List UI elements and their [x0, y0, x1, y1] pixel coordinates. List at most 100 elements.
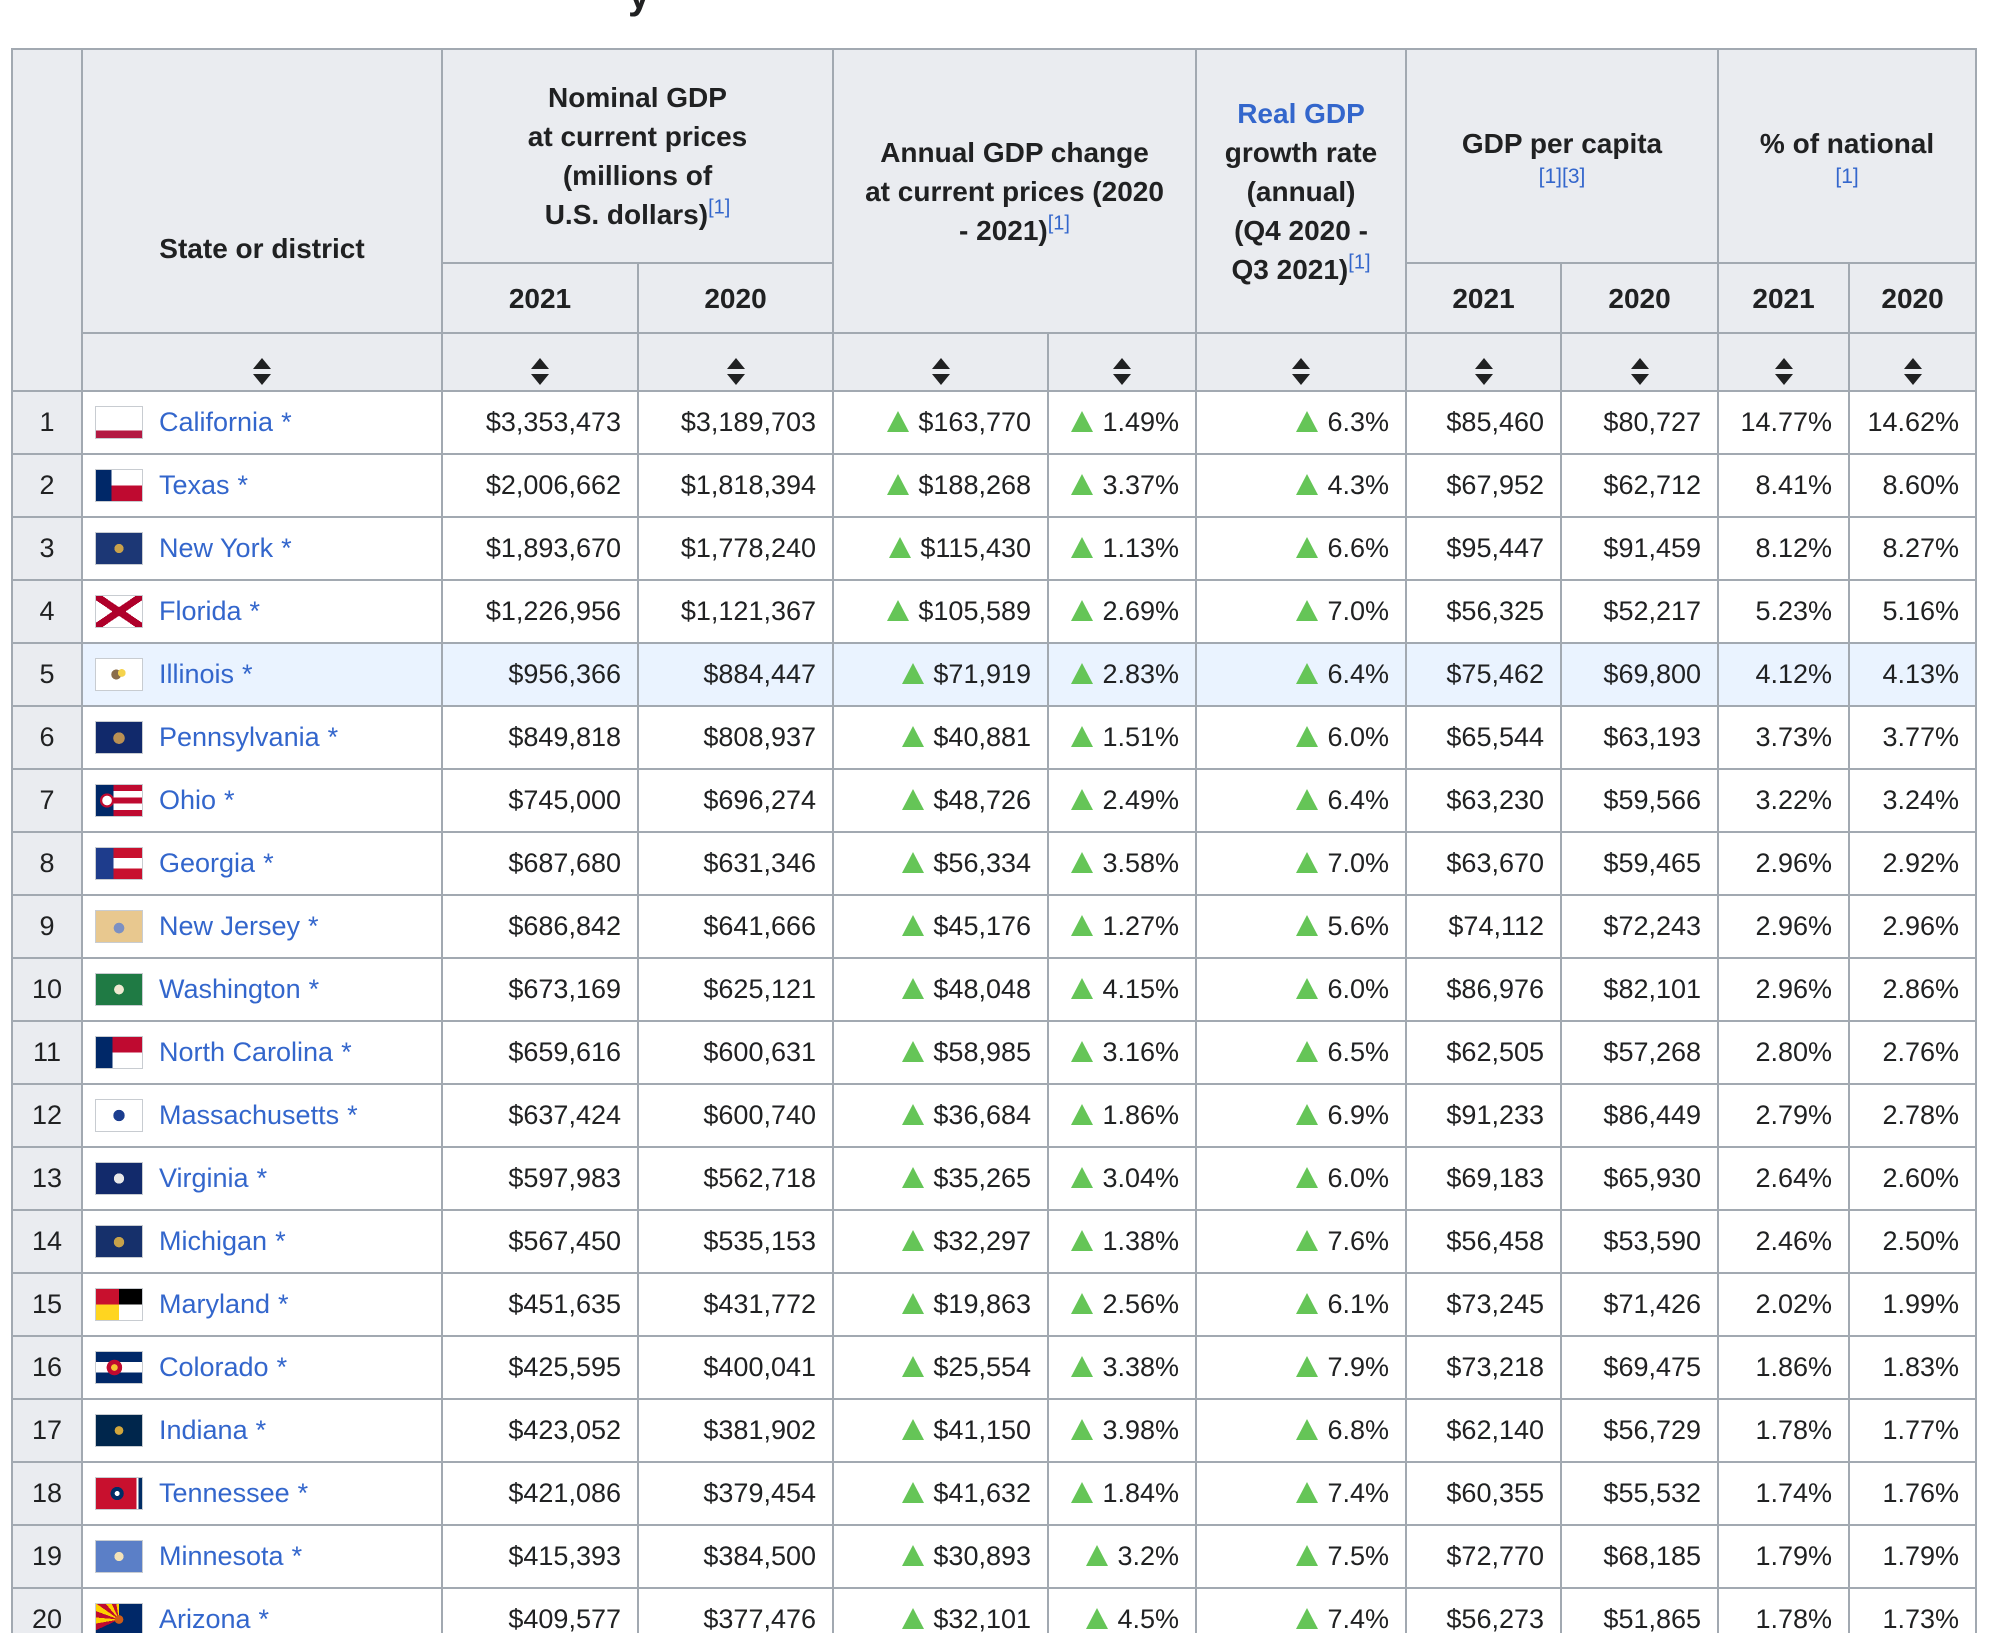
table-header: State or district Nominal GDP at current…	[12, 49, 1976, 391]
reference-link[interactable]: [1]	[1348, 251, 1370, 273]
state-link[interactable]: Tennessee	[159, 1478, 290, 1509]
table-row: 14Michigan*$567,450$535,153$32,2971.38%7…	[12, 1210, 1976, 1273]
state-economy-link[interactable]: *	[328, 722, 339, 753]
state-link[interactable]: Washington	[159, 974, 301, 1005]
pct-national-2020-cell: 2.76%	[1849, 1021, 1976, 1084]
gdp-2020-cell: $631,346	[638, 832, 833, 895]
state-link[interactable]: Illinois	[159, 659, 234, 690]
increase-icon	[889, 537, 911, 558]
rank-column-header	[12, 49, 82, 391]
state-economy-link[interactable]: *	[281, 533, 292, 564]
state-economy-link[interactable]: *	[292, 1541, 303, 1572]
sort-icon[interactable]	[932, 358, 950, 385]
state-economy-link[interactable]: *	[309, 974, 320, 1005]
pct-national-2021-cell: 2.02%	[1718, 1273, 1849, 1336]
table-row: 2Texas*$2,006,662$1,818,394$188,2683.37%…	[12, 454, 1976, 517]
table-row: 1California*$3,353,473$3,189,703$163,770…	[12, 391, 1976, 454]
gdp-change-abs-cell: $115,430	[833, 517, 1048, 580]
state-link[interactable]: Georgia	[159, 848, 255, 879]
state-link[interactable]: Maryland	[159, 1289, 270, 1320]
gdp-change-pct-cell: 1.27%	[1048, 895, 1196, 958]
sort-icon[interactable]	[727, 358, 745, 385]
sort-button-national-2020[interactable]	[1849, 333, 1976, 391]
state-economy-link[interactable]: *	[238, 470, 249, 501]
state-cell: Minnesota *	[82, 1525, 442, 1588]
state-link[interactable]: California	[159, 407, 273, 438]
real-gdp-link[interactable]: Real GDP	[1237, 98, 1365, 129]
state-link[interactable]: Michigan	[159, 1226, 267, 1257]
state-economy-link[interactable]: *	[250, 596, 261, 627]
table-row: 13Virginia*$597,983$562,718$35,2653.04%6…	[12, 1147, 1976, 1210]
gdp-2021-cell: $2,006,662	[442, 454, 638, 517]
reference-links[interactable]: [1][3]	[1413, 165, 1711, 189]
gdp-change-pct-cell: 3.04%	[1048, 1147, 1196, 1210]
state-economy-link[interactable]: *	[263, 848, 274, 879]
table-row: 18Tennessee*$421,086$379,454$41,6321.84%…	[12, 1462, 1976, 1525]
gdp-change-pct-cell: 1.51%	[1048, 706, 1196, 769]
rank-cell: 3	[12, 517, 82, 580]
sort-icon[interactable]	[1631, 358, 1649, 385]
state-flag-icon	[95, 784, 143, 817]
state-economy-link[interactable]: *	[257, 1163, 268, 1194]
state-link[interactable]: Florida	[159, 596, 242, 627]
sort-icon[interactable]	[1113, 358, 1131, 385]
state-link[interactable]: North Carolina	[159, 1037, 333, 1068]
state-link[interactable]: Indiana	[159, 1415, 248, 1446]
state-economy-link[interactable]: *	[347, 1100, 358, 1131]
state-link[interactable]: New Jersey	[159, 911, 300, 942]
state-economy-link[interactable]: *	[277, 1352, 288, 1383]
state-link[interactable]: Virginia	[159, 1163, 249, 1194]
state-economy-link[interactable]: *	[275, 1226, 286, 1257]
reference-link[interactable]: [1]	[708, 197, 730, 219]
real-gdp-growth-cell: 4.3%	[1196, 454, 1406, 517]
sort-icon[interactable]	[531, 358, 549, 385]
state-economy-link[interactable]: *	[242, 659, 253, 690]
state-economy-link[interactable]: *	[278, 1289, 289, 1320]
reference-link[interactable]: [1]	[1048, 212, 1070, 234]
col-header-gdp-2020: 2020	[638, 263, 833, 333]
state-economy-link[interactable]: *	[298, 1478, 309, 1509]
state-economy-link[interactable]: *	[224, 785, 235, 816]
col-header-gdp-per-capita: GDP per capita [1][3]	[1406, 49, 1718, 263]
state-economy-link[interactable]: *	[259, 1604, 270, 1633]
gdp-change-abs-cell: $105,589	[833, 580, 1048, 643]
sort-button-capita-2021[interactable]	[1406, 333, 1561, 391]
gdp-per-capita-2020-cell: $72,243	[1561, 895, 1718, 958]
gdp-change-abs-cell: $45,176	[833, 895, 1048, 958]
col-header-national-2020: 2020	[1849, 263, 1976, 333]
sort-icon[interactable]	[1904, 358, 1922, 385]
increase-icon	[902, 1104, 924, 1125]
sort-icon[interactable]	[253, 358, 271, 385]
col-header-nominal-gdp: Nominal GDP at current prices (millions …	[442, 49, 833, 263]
state-link[interactable]: Arizona	[159, 1604, 251, 1633]
state-link[interactable]: Ohio	[159, 785, 216, 816]
sort-button-change-pct[interactable]	[1048, 333, 1196, 391]
sort-button-national-2021[interactable]	[1718, 333, 1849, 391]
real-gdp-growth-cell: 6.6%	[1196, 517, 1406, 580]
state-link[interactable]: Colorado	[159, 1352, 269, 1383]
sort-button-state[interactable]	[82, 333, 442, 391]
gdp-change-pct-cell: 2.56%	[1048, 1273, 1196, 1336]
table-body: 1California*$3,353,473$3,189,703$163,770…	[12, 391, 1976, 1633]
state-link[interactable]: Pennsylvania	[159, 722, 320, 753]
state-link[interactable]: New York	[159, 533, 273, 564]
state-flag-icon	[95, 1288, 143, 1321]
state-economy-link[interactable]: *	[308, 911, 319, 942]
state-link[interactable]: Texas	[159, 470, 230, 501]
sort-icon[interactable]	[1292, 358, 1310, 385]
sort-button-gdp-2021[interactable]	[442, 333, 638, 391]
state-link[interactable]: Massachusetts	[159, 1100, 339, 1131]
sort-icon[interactable]	[1775, 358, 1793, 385]
state-economy-link[interactable]: *	[256, 1415, 267, 1446]
state-link[interactable]: Minnesota	[159, 1541, 284, 1572]
sort-button-gdp-2020[interactable]	[638, 333, 833, 391]
real-gdp-growth-cell: 6.5%	[1196, 1021, 1406, 1084]
state-economy-link[interactable]: *	[281, 407, 292, 438]
gdp-change-abs-cell: $19,863	[833, 1273, 1048, 1336]
sort-button-real-growth[interactable]	[1196, 333, 1406, 391]
sort-button-capita-2020[interactable]	[1561, 333, 1718, 391]
state-economy-link[interactable]: *	[341, 1037, 352, 1068]
reference-link[interactable]: [1]	[1725, 165, 1969, 189]
sort-icon[interactable]	[1475, 358, 1493, 385]
sort-button-change-abs[interactable]	[833, 333, 1048, 391]
